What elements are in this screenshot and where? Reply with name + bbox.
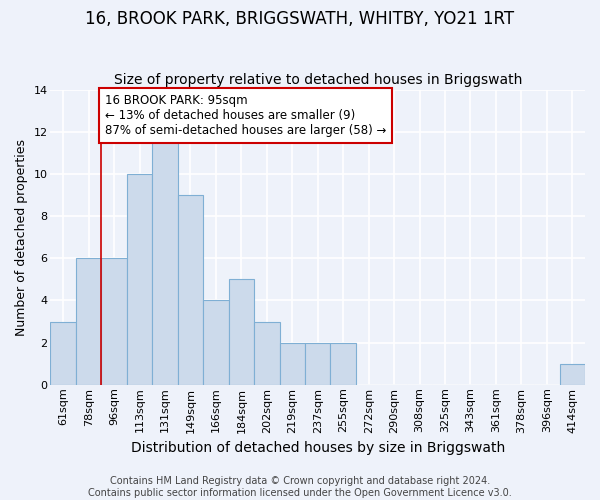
Bar <box>76 258 101 385</box>
Text: Contains HM Land Registry data © Crown copyright and database right 2024.
Contai: Contains HM Land Registry data © Crown c… <box>88 476 512 498</box>
Bar <box>280 342 305 385</box>
Bar <box>101 258 127 385</box>
Bar <box>178 195 203 385</box>
Bar <box>331 342 356 385</box>
Bar <box>229 280 254 385</box>
Bar <box>127 174 152 385</box>
Bar <box>203 300 229 385</box>
Bar <box>50 322 76 385</box>
X-axis label: Distribution of detached houses by size in Briggswath: Distribution of detached houses by size … <box>131 441 505 455</box>
Y-axis label: Number of detached properties: Number of detached properties <box>15 138 28 336</box>
Bar <box>305 342 331 385</box>
Bar <box>152 132 178 385</box>
Bar <box>560 364 585 385</box>
Text: 16, BROOK PARK, BRIGGSWATH, WHITBY, YO21 1RT: 16, BROOK PARK, BRIGGSWATH, WHITBY, YO21… <box>85 10 515 28</box>
Title: Size of property relative to detached houses in Briggswath: Size of property relative to detached ho… <box>113 73 522 87</box>
Bar <box>254 322 280 385</box>
Text: 16 BROOK PARK: 95sqm
← 13% of detached houses are smaller (9)
87% of semi-detach: 16 BROOK PARK: 95sqm ← 13% of detached h… <box>105 94 386 137</box>
